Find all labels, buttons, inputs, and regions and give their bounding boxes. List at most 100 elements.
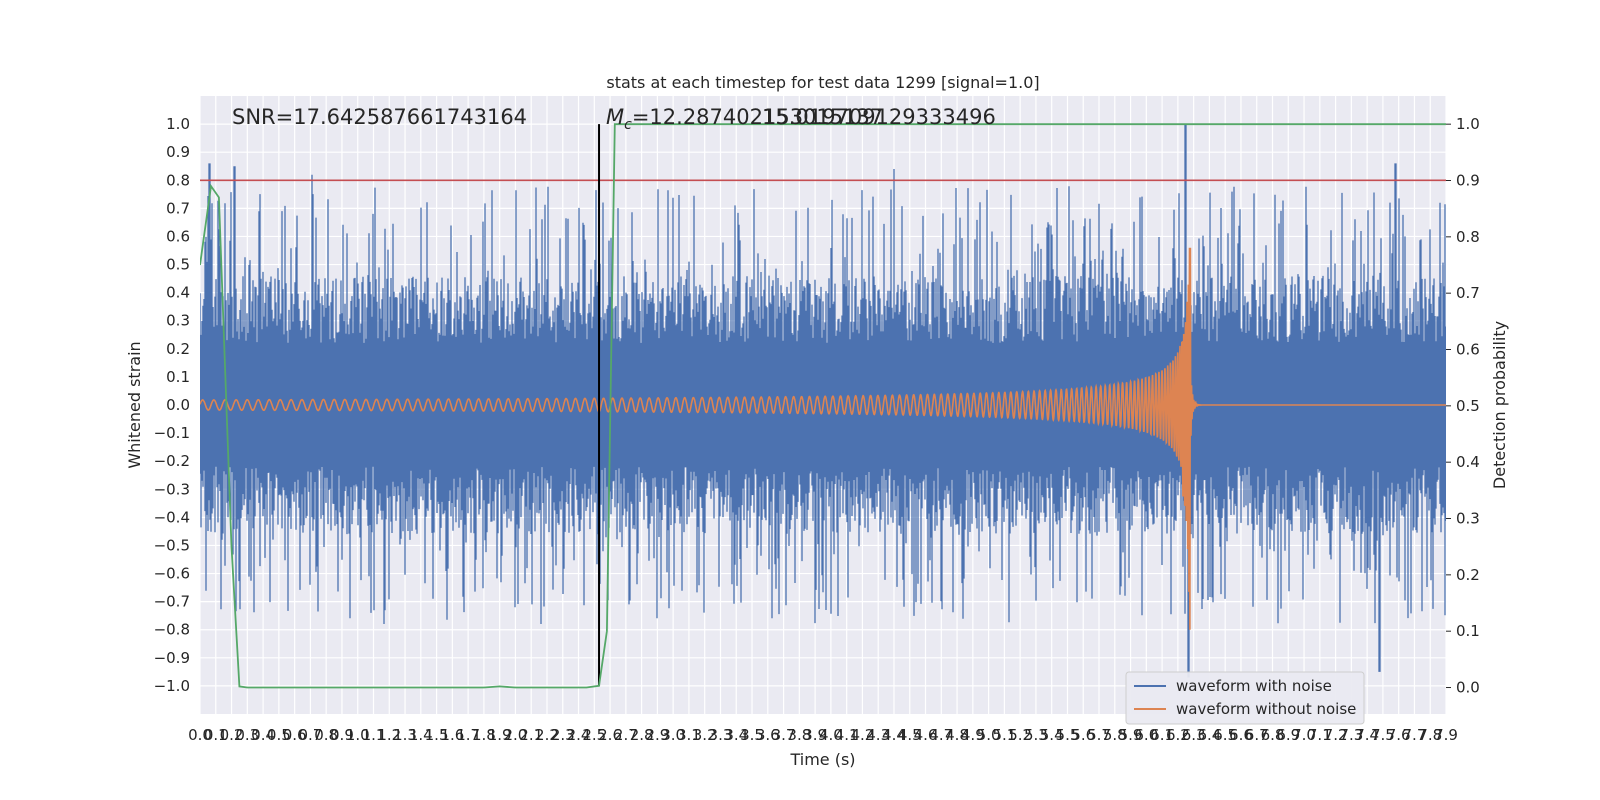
x-tick-label: 4.8: [945, 726, 969, 744]
series-waveform-without-noise: [200, 247, 1446, 630]
x-tick-label: 3.6: [756, 726, 780, 744]
x-tick-label: 1.1: [362, 726, 386, 744]
right-y-tick-labels: 0.0 0.1 0.2 0.3 0.4 0.5 0.6 0.7 0.8 0.9 1.0: [1446, 115, 1480, 697]
x-tick-label: 0.5: [267, 726, 291, 744]
clean-waveform-line: [200, 247, 1446, 630]
right-y-tick-label: 0.1: [1456, 622, 1480, 640]
x-tick-label: 1.6: [440, 726, 464, 744]
x-tick-label: 1.5: [425, 726, 449, 744]
x-tick-label: 4.9: [961, 726, 985, 744]
x-tick-label: 7.3: [1339, 726, 1363, 744]
x-tick-label: 4.0: [819, 726, 843, 744]
left-y-tick-label: −0.7: [154, 593, 190, 611]
chirp-mass-annotation: Mc=12.287402153015137: [606, 105, 883, 133]
x-tick-label: 3.8: [787, 726, 811, 744]
x-tick-label: 7.9: [1434, 726, 1458, 744]
left-y-tick-label: 0.4: [166, 284, 190, 302]
x-tick-label: 5.2: [1008, 726, 1032, 744]
x-tick-label: 3.3: [709, 726, 733, 744]
left-y-tick-label: −0.1: [154, 424, 190, 442]
legend-label-noise: waveform with noise: [1176, 677, 1332, 695]
right-y-tick-label: 0.2: [1456, 566, 1480, 584]
x-tick-label: 2.4: [567, 726, 591, 744]
overlap-annotation: 15.019709129333496: [762, 105, 996, 129]
x-tick-label: 6.2: [1166, 726, 1190, 744]
x-tick-label: 5.3: [1024, 726, 1048, 744]
x-tick-label: 4.5: [898, 726, 922, 744]
x-tick-label: 0.0: [188, 726, 212, 744]
left-y-tick-labels: −1.0 −0.9 −0.8 −0.7 −0.6 −0.5 −0.4 −0.3 −0.2 −0.1…: [154, 115, 190, 695]
left-y-tick-label: 0.6: [166, 227, 190, 245]
right-y-tick-label: 0.4: [1456, 453, 1480, 471]
left-y-tick-label: −0.2: [154, 452, 190, 470]
x-tick-labels: 0.00.10.20.30.40.50.60.70.80.91.01.11.21…: [188, 726, 1458, 744]
x-tick-label: 4.6: [914, 726, 938, 744]
x-tick-label: 4.1: [835, 726, 859, 744]
y-axis-label-left: Whitened strain: [125, 341, 144, 468]
legend-box: [1125, 671, 1365, 725]
x-tick-label: 2.0: [504, 726, 528, 744]
reference-lines: [200, 124, 1446, 686]
x-tick-label: 0.2: [220, 726, 244, 744]
x-tick-label: 1.3: [393, 726, 417, 744]
x-tick-label: 7.8: [1418, 726, 1442, 744]
x-tick-label: 3.0: [661, 726, 685, 744]
right-y-tick-label: 1.0: [1456, 115, 1480, 133]
x-tick-label: 7.6: [1387, 726, 1411, 744]
x-tick-label: 2.8: [630, 726, 654, 744]
x-tick-label: 3.2: [693, 726, 717, 744]
left-y-tick-label: −0.4: [154, 508, 190, 526]
x-tick-label: 5.8: [1103, 726, 1127, 744]
right-y-tick-label: 0.7: [1456, 284, 1480, 302]
x-tick-label: 5.1: [992, 726, 1016, 744]
x-axis-label: Time (s): [789, 750, 855, 769]
x-tick-label: 6.1: [1150, 726, 1174, 744]
x-tick-label: 7.2: [1324, 726, 1348, 744]
x-tick-label: 5.5: [1056, 726, 1080, 744]
left-y-tick-label: 0.8: [166, 171, 190, 189]
x-tick-label: 7.5: [1371, 726, 1395, 744]
right-y-tick-label: 0.0: [1456, 679, 1480, 697]
x-tick-label: 1.4: [409, 726, 433, 744]
right-y-tick-label: 0.6: [1456, 341, 1480, 359]
x-tick-label: 6.8: [1261, 726, 1285, 744]
x-tick-label: 2.6: [598, 726, 622, 744]
x-tick-label: 0.6: [283, 726, 307, 744]
x-tick-label: 5.6: [1071, 726, 1095, 744]
x-tick-label: 1.7: [456, 726, 480, 744]
x-tick-label: 1.9: [488, 726, 512, 744]
left-y-tick-label: −0.9: [154, 649, 190, 667]
x-tick-label: 5.4: [1040, 726, 1064, 744]
x-tick-label: 3.5: [740, 726, 764, 744]
left-y-tick-label: 0.9: [166, 143, 190, 161]
x-tick-label: 4.2: [851, 726, 875, 744]
x-tick-label: 5.9: [1119, 726, 1143, 744]
x-tick-label: 7.0: [1292, 726, 1316, 744]
x-tick-label: 3.9: [803, 726, 827, 744]
mc-symbol: M: [606, 105, 624, 129]
left-y-tick-label: 0.3: [166, 312, 190, 330]
legend-label-clean: waveform without noise: [1176, 700, 1356, 718]
x-tick-label: 0.3: [235, 726, 259, 744]
x-tick-label: 2.7: [614, 726, 638, 744]
left-y-tick-label: 0.2: [166, 340, 190, 358]
x-tick-label: 5.0: [977, 726, 1001, 744]
x-tick-label: 2.9: [645, 726, 669, 744]
x-tick-label: 7.7: [1403, 726, 1427, 744]
right-y-tick-label: 0.3: [1456, 510, 1480, 528]
x-tick-label: 3.1: [677, 726, 701, 744]
right-y-tick-label: 0.9: [1456, 172, 1480, 190]
left-y-tick-label: −0.3: [154, 480, 190, 498]
x-tick-label: 6.6: [1229, 726, 1253, 744]
x-tick-label: 5.7: [1087, 726, 1111, 744]
y-axis-label-right: Detection probability: [1490, 321, 1509, 489]
right-y-tick-label: 0.5: [1456, 397, 1480, 415]
left-y-tick-label: 0.1: [166, 368, 190, 386]
chart-title: stats at each timestep for test data 129…: [606, 73, 1039, 92]
mc-value: =12.287402153015137: [632, 105, 883, 129]
left-y-tick-label: −0.6: [154, 565, 190, 583]
x-tick-label: 4.7: [929, 726, 953, 744]
x-tick-label: 2.3: [551, 726, 575, 744]
x-tick-label: 6.4: [1197, 726, 1221, 744]
